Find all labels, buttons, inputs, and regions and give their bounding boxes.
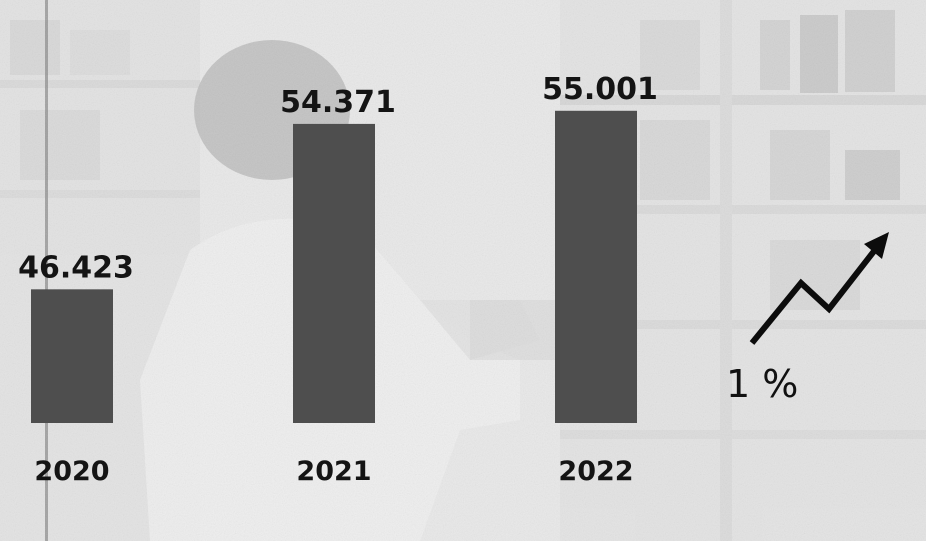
bar-2020 bbox=[31, 289, 113, 423]
growth-percent-label: 1 % bbox=[726, 362, 798, 406]
arrow-head-icon bbox=[864, 232, 889, 259]
trend-up-arrow-icon bbox=[749, 244, 881, 345]
growth-annotation: 1 % bbox=[726, 232, 889, 406]
category-label-2022: 2022 bbox=[558, 456, 633, 487]
bar-2022 bbox=[555, 110, 637, 423]
value-label-2021: 54.371 bbox=[280, 85, 396, 120]
bar-2021 bbox=[293, 123, 375, 423]
value-label-2022: 55.001 bbox=[542, 72, 658, 107]
value-labels-group: 46.423 54.371 55.001 bbox=[18, 72, 658, 286]
value-label-2020: 46.423 bbox=[18, 250, 134, 285]
bars-group bbox=[31, 110, 637, 423]
category-label-2021: 2021 bbox=[296, 456, 371, 487]
category-label-2020: 2020 bbox=[34, 456, 109, 487]
category-labels-group: 2020 2021 2022 bbox=[34, 456, 633, 487]
